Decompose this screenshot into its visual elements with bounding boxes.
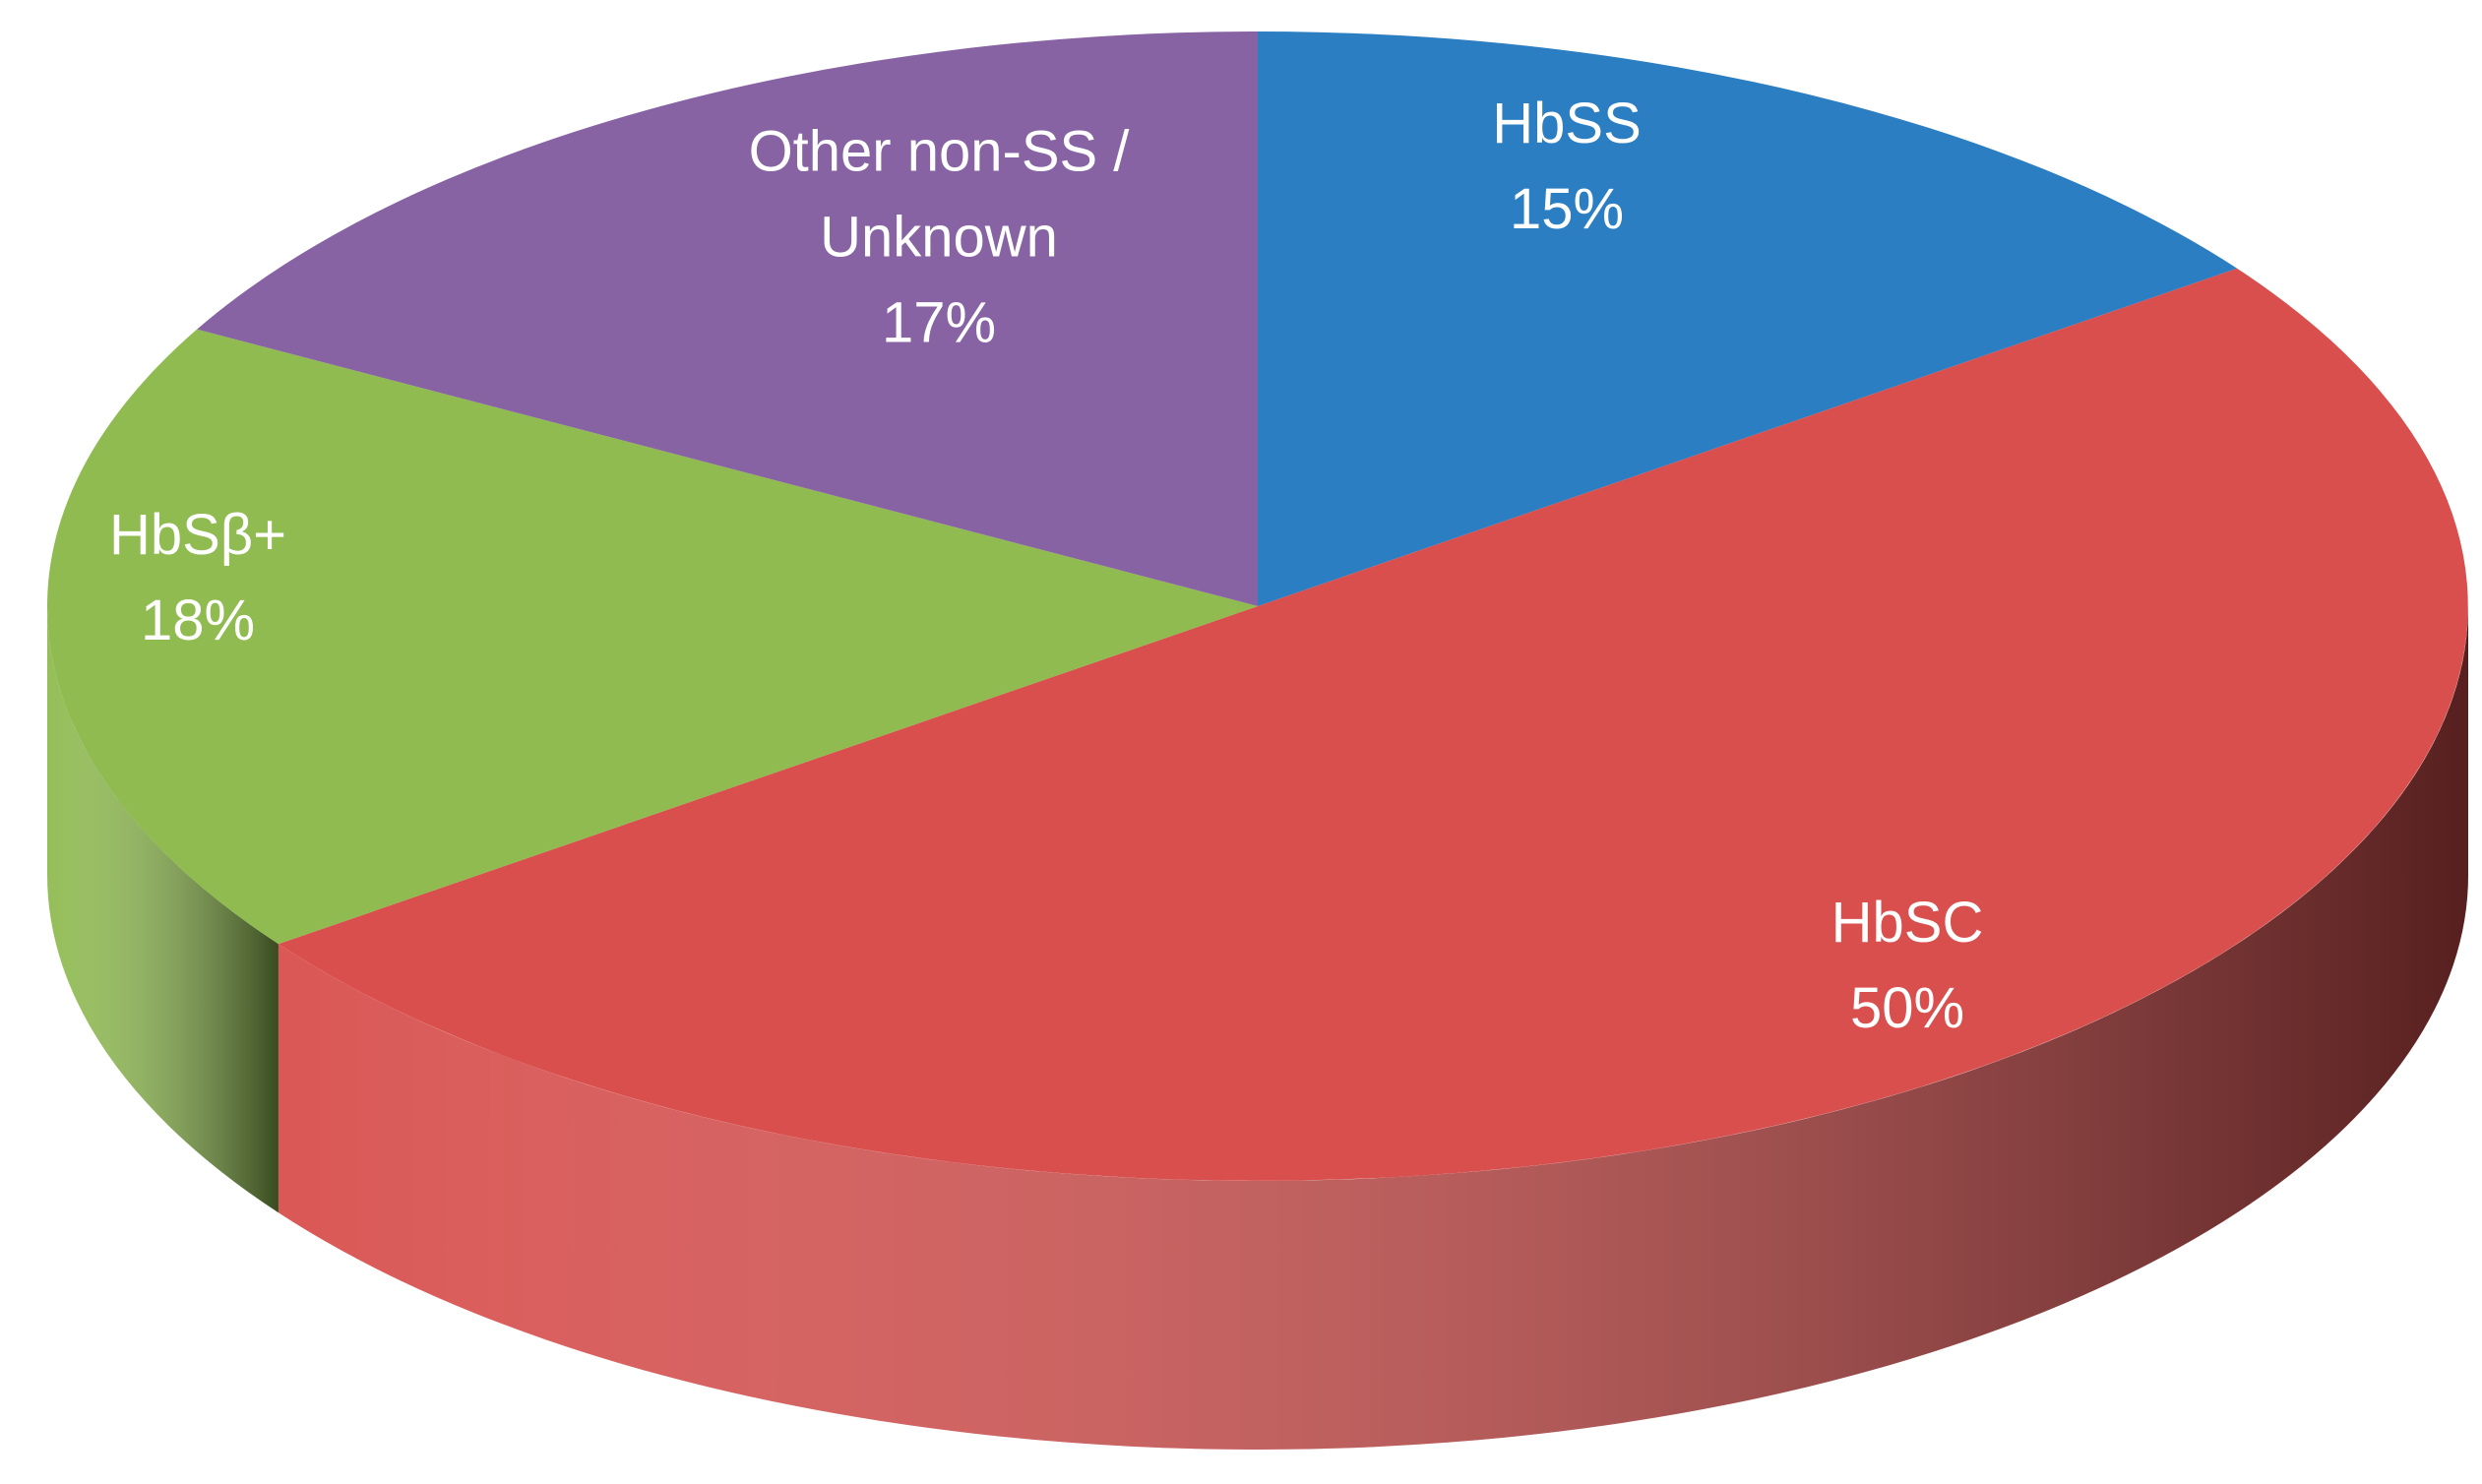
slice-label: HbSβ+ 18% <box>0 492 454 663</box>
slice-label: Other non-SS / Unknown 17% <box>683 109 1195 366</box>
category-label: Other non-SS / Unknown <box>748 119 1130 270</box>
slice <box>197 31 1258 606</box>
category-label: HbSβ+ <box>108 503 287 567</box>
slice-side-shade <box>278 606 2468 1450</box>
slice-label: HbSS 15% <box>1311 81 1823 252</box>
slice <box>278 268 2468 1181</box>
value-label: 50% <box>1849 976 1965 1040</box>
category-label: HbSS <box>1492 92 1642 155</box>
value-label: 15% <box>1509 177 1625 241</box>
category-label: HbSC <box>1830 891 1984 955</box>
slice <box>46 329 1258 945</box>
value-label: 17% <box>881 290 997 355</box>
value-label: 18% <box>140 588 256 652</box>
slice <box>1258 31 2238 606</box>
slice-label: HbSC 50% <box>1651 880 2163 1051</box>
slice-side-shade <box>47 606 279 1213</box>
